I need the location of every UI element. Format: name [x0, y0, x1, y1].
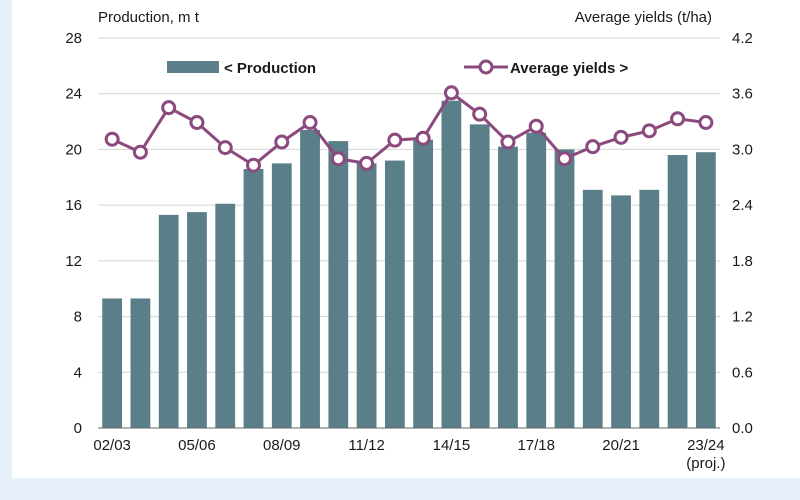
left-tick-label: 16 [65, 197, 82, 214]
yield-point [330, 151, 346, 167]
left-tick-label: 20 [65, 141, 82, 158]
right-tick-label: 0.0 [732, 420, 753, 437]
x-tick-label: 14/15 [433, 437, 471, 454]
yield-point [641, 123, 657, 139]
production-bar [187, 212, 207, 428]
yield-point [613, 129, 629, 145]
production-bar [356, 163, 377, 428]
legend-production-label: < Production [224, 60, 316, 77]
production-bar [384, 160, 405, 429]
legend-yield-label: Average yields > [510, 60, 629, 77]
production-bar [328, 141, 349, 429]
production-bar [498, 146, 518, 428]
production-bar [215, 203, 236, 428]
production-bar [611, 195, 631, 428]
right-tick-label: 2.4 [732, 197, 753, 214]
yield-series-line [111, 90, 707, 168]
yield-point [443, 85, 459, 101]
left-tick-label: 12 [65, 253, 82, 270]
yield-point [387, 132, 403, 148]
yield-point [161, 100, 177, 116]
production-bar [526, 132, 547, 428]
yield-point [359, 155, 375, 171]
yield-point [670, 111, 686, 127]
production-bar [300, 129, 320, 428]
yield-point [528, 118, 544, 134]
yield-point [472, 106, 488, 122]
right-tick-label: 1.8 [732, 253, 753, 270]
production-bar [469, 124, 490, 428]
yield-point [415, 130, 431, 146]
x-tick-label: 11/12 [348, 437, 384, 454]
production-bar [158, 214, 179, 428]
x-tick-label: 08/09 [263, 437, 301, 454]
left-tick-label: 8 [74, 309, 82, 326]
production-bar [554, 149, 575, 428]
right-tick-label: 4.2 [732, 30, 753, 47]
production-bar [102, 298, 123, 428]
yield-point [132, 144, 148, 160]
production-bar [271, 163, 292, 428]
production-bars [102, 100, 716, 429]
right-axis-title: Average yields (t/ha) [575, 9, 712, 26]
left-tick-label: 24 [65, 86, 82, 103]
right-tick-label: 3.0 [732, 141, 753, 158]
right-tick-label: 1.2 [732, 309, 753, 326]
yield-point [698, 115, 714, 130]
production-bar [243, 168, 264, 428]
x-tick-label: 05/06 [178, 437, 216, 454]
right-tick-label: 0.6 [732, 364, 753, 381]
left-tick-label: 28 [65, 30, 82, 47]
yield-line [104, 85, 714, 173]
yield-point [302, 115, 318, 130]
yield-point [246, 157, 261, 173]
yield-point [189, 115, 205, 130]
chart-panel: 0 4 8 12 16 20 24 28 0.0 0.6 1.2 1.8 2.4 3.0 3.6 4.2 02/… [12, 0, 800, 478]
axes: 0 4 8 12 16 20 24 28 0.0 0.6 1.2 1.8 2.4 3.0 3.6 4.2 02/… [65, 30, 753, 472]
yield-point [217, 140, 233, 156]
production-bar [441, 100, 462, 428]
x-tick-label: 23/24 [687, 437, 725, 454]
production-bar [130, 298, 151, 428]
right-tick-label: 3.6 [732, 86, 753, 103]
x-tick-sublabel: (proj.) [686, 455, 725, 472]
production-bar [695, 152, 716, 428]
left-tick-label: 4 [74, 364, 82, 381]
x-tick-label: 02/03 [93, 437, 131, 454]
production-bar [582, 189, 603, 428]
production-bar [413, 139, 434, 428]
yield-point [557, 151, 572, 167]
production-bar [667, 155, 688, 428]
x-tick-label: 17/18 [517, 437, 555, 454]
left-tick-label: 0 [74, 420, 82, 437]
legend-production-swatch [167, 61, 219, 73]
chart: 0 4 8 12 16 20 24 28 0.0 0.6 1.2 1.8 2.4 3.0 3.6 4.2 02/… [65, 9, 753, 472]
yield-point [104, 131, 120, 147]
left-axis-title: Production, m t [98, 9, 200, 26]
x-tick-label: 20/21 [602, 437, 640, 454]
yield-point [585, 139, 601, 155]
yield-point [500, 134, 516, 150]
yield-point [274, 134, 290, 150]
production-bar [639, 189, 660, 428]
legend-yield-marker [478, 59, 494, 75]
legend: < Production Average yields > [167, 59, 629, 77]
